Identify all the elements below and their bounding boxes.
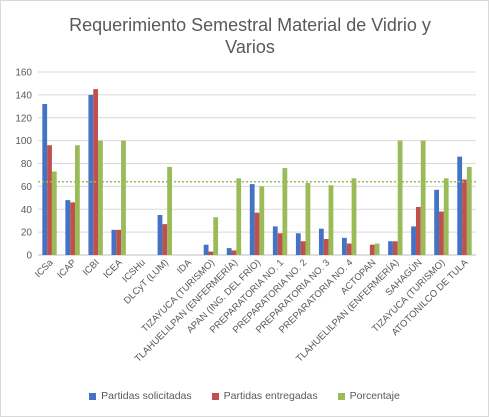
bar	[111, 229, 117, 255]
bar	[295, 233, 301, 255]
y-tick-label: 0	[26, 251, 32, 262]
bar	[300, 241, 306, 255]
legend-label-porcentaje: Porcentaje	[349, 390, 400, 402]
bar	[415, 206, 421, 255]
bar	[277, 233, 283, 255]
bar	[213, 217, 219, 255]
bar	[318, 228, 324, 255]
bar	[369, 244, 375, 255]
y-tick-label: 20	[21, 228, 33, 239]
bar	[342, 237, 347, 255]
bar	[254, 212, 260, 255]
bar	[388, 241, 393, 255]
legend-swatch-porcentaje	[337, 392, 345, 400]
y-tick-label: 140	[15, 90, 32, 101]
bar	[420, 140, 426, 255]
bar	[203, 244, 209, 255]
bar	[231, 250, 237, 255]
legend-item-entregadas: Partidas entregadas	[211, 390, 318, 402]
bar	[208, 251, 214, 255]
bar	[70, 202, 75, 255]
legend-label-solicitadas: Partidas solicitadas	[101, 390, 192, 402]
bar	[466, 166, 472, 255]
bar	[93, 89, 99, 255]
bar	[74, 145, 80, 255]
y-tick-label: 160	[15, 68, 32, 79]
legend-item-solicitadas: Partidas solicitadas	[89, 390, 192, 402]
bar	[443, 178, 449, 255]
x-tick-label: ICSa	[33, 257, 56, 280]
chart-legend: Partidas solicitadas Partidas entregadas…	[0, 390, 489, 402]
y-tick-label: 80	[21, 159, 33, 170]
legend-item-porcentaje: Porcentaje	[337, 390, 400, 402]
bar	[226, 248, 232, 255]
y-tick-label: 40	[21, 205, 33, 216]
bar	[116, 229, 122, 255]
legend-label-entregadas: Partidas entregadas	[223, 390, 318, 402]
bar	[157, 214, 163, 255]
bar	[42, 104, 48, 256]
bar	[236, 178, 242, 255]
y-tick-label: 60	[21, 182, 33, 193]
bar	[167, 166, 172, 255]
bar	[323, 238, 329, 255]
bar	[457, 156, 463, 255]
bar	[98, 140, 103, 255]
bar	[346, 243, 352, 255]
legend-swatch-entregadas	[211, 392, 219, 400]
bar	[65, 200, 71, 255]
bar	[162, 224, 168, 255]
bar	[328, 185, 334, 255]
bar	[51, 171, 57, 255]
legend-swatch-solicitadas	[89, 392, 97, 400]
bar	[397, 140, 403, 255]
bar	[439, 211, 444, 255]
bar	[434, 189, 440, 255]
y-tick-label: 120	[15, 113, 32, 124]
bar	[121, 140, 126, 255]
bar	[462, 179, 467, 255]
bar	[351, 178, 357, 255]
bar	[411, 226, 416, 255]
x-tick-label: IDA	[175, 257, 194, 276]
chart-title: Requerimiento Semestral Material de Vidr…	[69, 15, 431, 57]
bar	[374, 243, 380, 255]
y-tick-label: 100	[15, 136, 32, 147]
bar	[305, 182, 311, 255]
bar	[392, 241, 398, 255]
bar	[259, 186, 265, 255]
bar	[88, 94, 94, 255]
bar	[47, 145, 52, 255]
x-tick-label: ICAP	[55, 257, 78, 280]
x-tick-label: ICBI	[81, 257, 102, 278]
bar	[282, 168, 288, 255]
bar	[249, 184, 255, 255]
bar	[272, 226, 278, 255]
